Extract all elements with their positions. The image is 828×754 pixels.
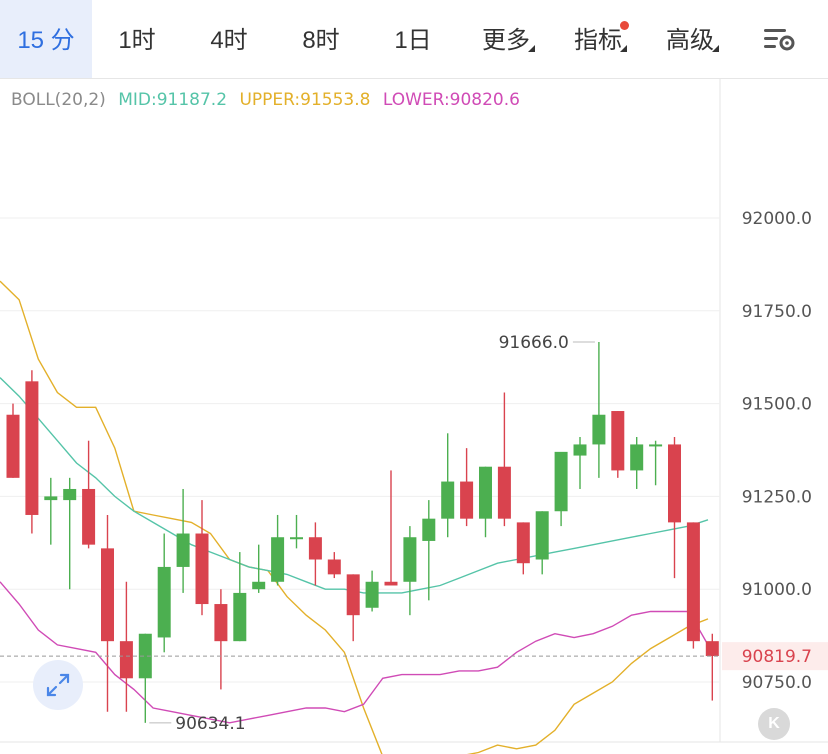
candle-body[interactable]	[630, 444, 644, 471]
candle-body[interactable]	[497, 466, 511, 519]
k-logo-icon[interactable]: K	[758, 708, 790, 740]
tab-15min-label: 15 分	[17, 27, 75, 54]
candle-body[interactable]	[441, 481, 455, 519]
tab-8h-label: 8时	[302, 27, 340, 54]
chart-settings-icon[interactable]	[762, 24, 798, 54]
candle-body[interactable]	[365, 581, 379, 608]
boll-legend-lower: LOWER:90820.6	[382, 90, 520, 110]
candle-body[interactable]	[195, 533, 209, 605]
candle-body[interactable]	[119, 641, 133, 679]
candle-body[interactable]	[554, 451, 568, 512]
dropdown-triangle-icon	[528, 45, 535, 52]
tab-advanced[interactable]: 高级	[650, 0, 730, 78]
expand-arrows-icon	[46, 673, 70, 697]
notification-dot-icon	[620, 21, 629, 30]
candle-body[interactable]	[592, 414, 606, 445]
candle-body[interactable]	[176, 533, 190, 567]
candle-body[interactable]	[535, 511, 549, 560]
tab-8h[interactable]: 8时	[284, 0, 358, 78]
candle-body[interactable]	[138, 633, 152, 679]
candle-body[interactable]	[422, 518, 436, 541]
candle-body[interactable]	[157, 566, 171, 638]
candle-body[interactable]	[516, 522, 530, 564]
y-tick-label: 91250.0	[742, 487, 812, 507]
tab-more-label: 更多	[482, 27, 530, 54]
y-tick-label: 91000.0	[742, 580, 812, 600]
dropdown-triangle-icon	[620, 45, 627, 52]
tab-4h-label: 4时	[210, 27, 248, 54]
candle-body[interactable]	[233, 592, 247, 642]
chart-settings-icon-graphic	[764, 29, 795, 51]
boll-legend-mid: MID:91187.2	[118, 90, 228, 110]
interval-tab-bar: 15 分 1时 4时 8时 1日 更多 指标 高级	[0, 0, 828, 79]
current-price-box	[722, 642, 828, 671]
max-price-label: 91666.0	[499, 333, 569, 353]
boll-legend: BOLL(20,2) MID:91187.2 UPPER:91553.8 LOW…	[11, 90, 527, 110]
tab-1h[interactable]: 1时	[100, 0, 174, 78]
expand-chart-button[interactable]	[33, 660, 83, 710]
candle-body[interactable]	[460, 481, 474, 519]
tab-15min[interactable]: 15 分	[0, 0, 92, 78]
candle-body[interactable]	[403, 537, 417, 582]
tab-indicators-label: 指标	[574, 27, 622, 54]
candle-body[interactable]	[668, 444, 681, 523]
candle-body[interactable]	[327, 559, 341, 575]
candle-body[interactable]	[479, 466, 492, 519]
candle-body[interactable]	[63, 488, 77, 501]
y-tick-label: 90750.0	[742, 673, 812, 693]
candle-body[interactable]	[686, 522, 700, 642]
boll-lower-line	[0, 581, 709, 724]
candle-body[interactable]	[25, 381, 39, 515]
candle-body[interactable]	[346, 574, 360, 616]
candle-body[interactable]	[214, 604, 228, 642]
candle-body[interactable]	[290, 537, 303, 540]
tab-advanced-label: 高级	[666, 27, 714, 54]
tab-4h[interactable]: 4时	[192, 0, 266, 78]
dropdown-triangle-icon	[712, 45, 719, 52]
candle-body[interactable]	[44, 496, 58, 501]
candle-body[interactable]	[611, 411, 625, 471]
candle-body[interactable]	[252, 581, 266, 590]
tab-1d-label: 1日	[394, 27, 432, 54]
candle-body[interactable]	[649, 444, 663, 447]
candle-body[interactable]	[573, 444, 587, 456]
candle-body[interactable]	[384, 581, 398, 586]
y-tick-label: 91750.0	[742, 302, 812, 322]
tab-indicators[interactable]: 指标	[558, 0, 638, 78]
boll-legend-name: BOLL(20,2)	[11, 90, 106, 110]
candle-body[interactable]	[705, 641, 719, 657]
candle-body[interactable]	[101, 548, 114, 642]
k-logo-label: K	[768, 715, 780, 732]
y-tick-label: 92000.0	[742, 209, 812, 229]
y-tick-label: 91500.0	[742, 395, 812, 415]
candle-body[interactable]	[82, 488, 96, 545]
candle-body[interactable]	[271, 537, 285, 582]
boll-upper-line	[0, 280, 709, 754]
tab-more[interactable]: 更多	[466, 0, 546, 78]
candlestick-chart[interactable]: 92000.0 91750.0 91500.0 91250.0 91000.0 90750…	[0, 78, 828, 754]
tab-1d[interactable]: 1日	[376, 0, 450, 78]
candle-body[interactable]	[308, 537, 322, 560]
candle-body[interactable]	[6, 414, 20, 478]
tab-1h-label: 1时	[118, 27, 156, 54]
current-price-label: 90819.7	[742, 647, 812, 667]
min-price-label: 90634.1	[175, 714, 245, 734]
boll-legend-upper: UPPER:91553.8	[239, 90, 371, 110]
